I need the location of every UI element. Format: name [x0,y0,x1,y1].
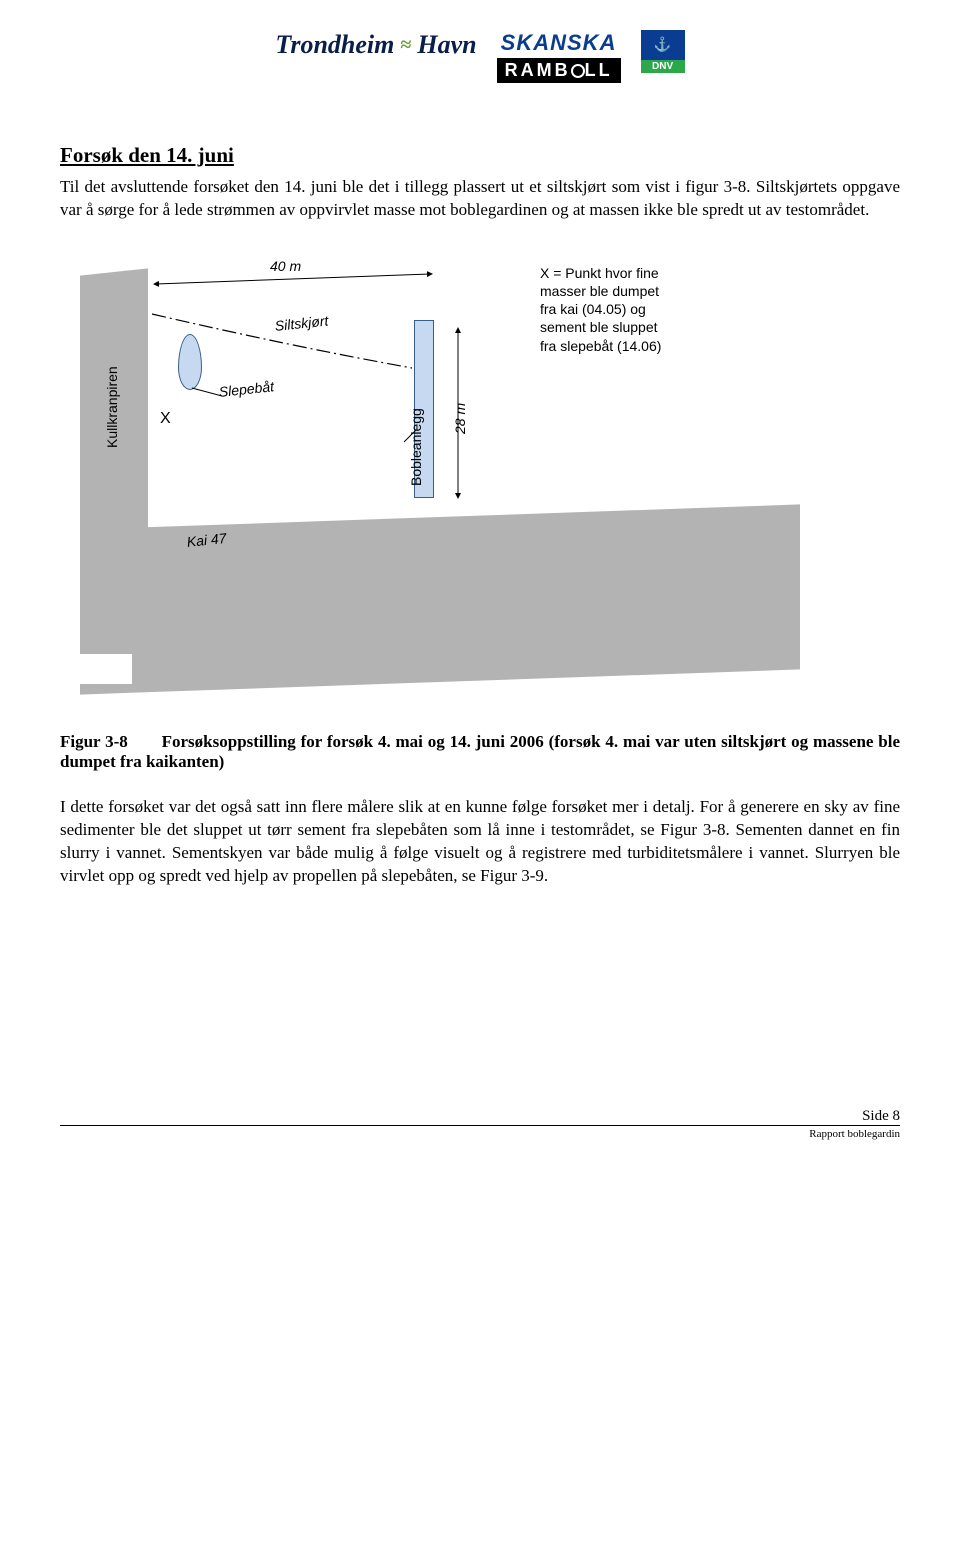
dim-40m-label: 40 m [270,258,301,274]
body-para-2: I dette forsøket var det også satt inn f… [60,796,900,888]
figure-caption-text: Forsøksoppstilling for forsøk 4. mai og … [60,732,900,771]
ramboll-o-icon [571,64,585,78]
dim-28m-label: 28 m [452,403,468,434]
x-annot-line-3: fra kai (04.05) og [540,300,661,318]
logo-dnv: ⚓ DNV [641,30,685,73]
logo-text-trondheim: Trondheim [275,30,394,60]
footer-divider [60,1125,900,1126]
diagram-svg [60,252,900,692]
x-annot-line-4: sement ble sluppet [540,318,661,336]
logo-text-havn: Havn [417,30,476,60]
footer-report: Rapport boblegardin [60,1128,900,1140]
page-footer: Side 8 Rapport boblegardin [60,1108,900,1140]
footer-spacer [60,904,900,1124]
section-para-1: Til det avsluttende forsøket den 14. jun… [60,176,900,222]
x-annot-line-1: X = Punkt hvor fine [540,264,661,282]
logo-skanska-ramboll: SKANSKA RAMBLL [497,30,621,83]
diagram: 40 m Kullkranpiren Siltskjørt Slepebåt X… [60,252,900,692]
logo-ramboll: RAMBLL [497,58,621,83]
wave-icon: ≈ [400,34,411,57]
x-annot-line-5: fra slepebåt (14.06) [540,337,661,355]
footer-page: Side 8 [60,1108,900,1125]
label-x: X [160,410,171,428]
figure-caption: Figur 3-8 Forsøksoppstilling for forsøk … [60,732,900,772]
header-logos: Trondheim ≈ Havn SKANSKA RAMBLL ⚓ DNV [60,30,900,83]
x-annotation: X = Punkt hvor fine masser ble dumpet fr… [540,264,661,355]
dnv-text: DNV [641,60,685,73]
section-title: Forsøk den 14. juni [60,143,900,168]
label-bobleanlegg: Bobleanlegg [408,408,424,486]
logo-skanska: SKANSKA [501,30,617,56]
x-annot-line-2: masser ble dumpet [540,282,661,300]
dnv-anchor-icon: ⚓ [641,30,685,60]
figure-label: Figur 3-8 [60,732,128,751]
label-kullkranpiren: Kullkranpiren [104,366,120,448]
logo-trondheim-havn: Trondheim ≈ Havn [275,30,476,60]
